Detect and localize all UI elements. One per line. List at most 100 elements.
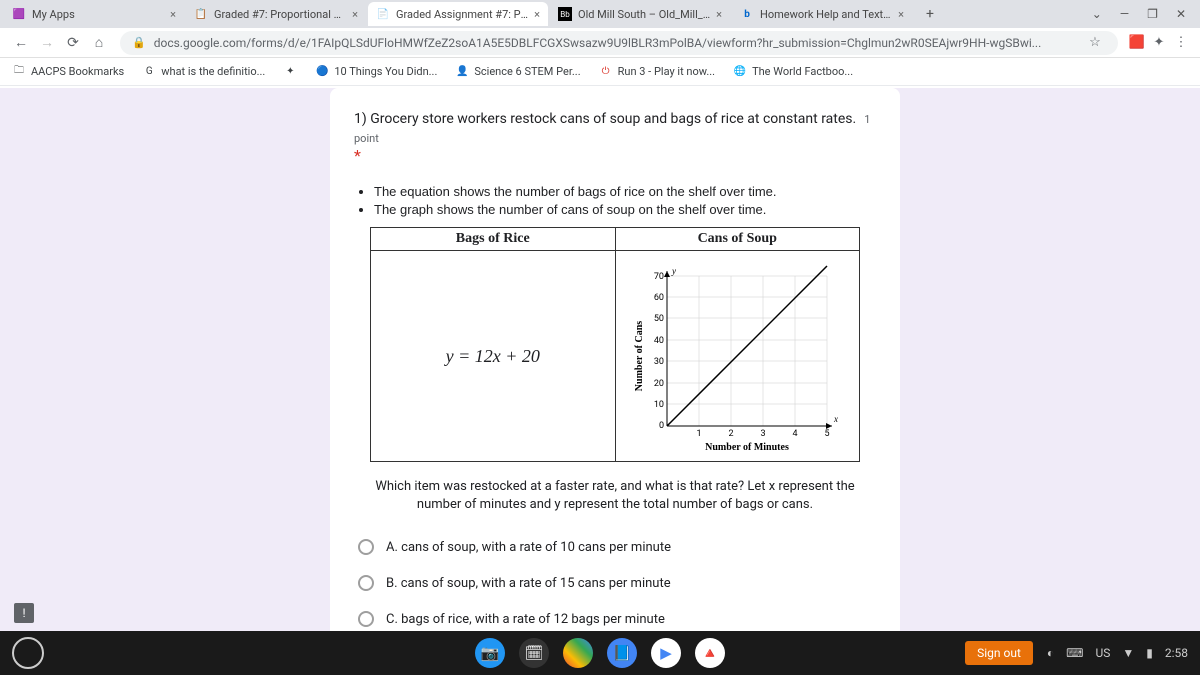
tab-close-4[interactable]: × bbox=[898, 8, 904, 21]
option-a[interactable]: A. cans of soup, with a rate of 10 cans … bbox=[354, 529, 876, 565]
bookmark-icon-1: G bbox=[142, 65, 156, 79]
tab-close-0[interactable]: × bbox=[170, 8, 176, 21]
tab-favicon-2: 📄 bbox=[376, 7, 390, 21]
chart-ylabel: Number of Cans bbox=[634, 321, 645, 391]
equation-text: y = 12x + 20 bbox=[446, 346, 540, 367]
svg-text:10: 10 bbox=[654, 400, 664, 410]
reload-button[interactable]: ⟳ bbox=[60, 35, 86, 51]
tab-close-2[interactable]: × bbox=[534, 8, 540, 21]
tab-0[interactable]: 🟪My Apps× bbox=[4, 2, 184, 26]
bookmark-label-0: AACPS Bookmarks bbox=[31, 65, 124, 78]
status-tray[interactable]: ◐ ⌨ US ▼ ▮ 2:58 bbox=[1047, 646, 1188, 660]
shelf-icon-4[interactable]: ▶ bbox=[651, 638, 681, 668]
chrome-icon[interactable] bbox=[563, 638, 593, 668]
new-tab-button[interactable]: + bbox=[920, 6, 940, 22]
bookmarks-bar: 🗀AACPS Bookmarks Gwhat is the definitio.… bbox=[0, 58, 1200, 86]
bookmark-1[interactable]: Gwhat is the definitio... bbox=[142, 65, 265, 79]
tab-favicon-1: 📋 bbox=[194, 7, 208, 21]
figure-header-right: Cans of Soup bbox=[616, 228, 860, 251]
bookmark-label-3: 10 Things You Didn... bbox=[334, 65, 437, 78]
shelf-tray: Sign out ◐ ⌨ US ▼ ▮ 2:58 bbox=[965, 641, 1188, 665]
bookmark-icon-3: 🔵 bbox=[315, 65, 329, 79]
tab-title-1: Graded #7: Proportional and n bbox=[214, 8, 346, 21]
menu-icon[interactable]: ⋮ bbox=[1170, 35, 1192, 50]
option-b-label: B. cans of soup, with a rate of 15 cans … bbox=[386, 576, 671, 591]
extensions-icon[interactable]: ✦ bbox=[1148, 35, 1170, 50]
bookmark-4[interactable]: 👤Science 6 STEM Per... bbox=[455, 65, 580, 79]
chart-xlabel: Number of Minutes bbox=[705, 442, 789, 453]
question-body: The equation shows the number of bags of… bbox=[354, 183, 876, 631]
language-indicator: US bbox=[1095, 646, 1110, 660]
bookmark-5[interactable]: ⏻Run 3 - Play it now... bbox=[599, 65, 715, 79]
svg-text:5: 5 bbox=[825, 429, 830, 439]
y-arrow bbox=[664, 271, 670, 277]
shelf-apps: 📷 🗓 📘 ▶ 🔺 bbox=[475, 638, 725, 668]
back-button[interactable]: ← bbox=[8, 34, 34, 51]
close-window-button[interactable]: ✕ bbox=[1176, 7, 1186, 21]
browser-toolbar: ← → ⟳ ⌂ 🔒 docs.google.com/forms/d/e/1FAI… bbox=[0, 28, 1200, 58]
question-title: 1) Grocery store workers restock cans of… bbox=[354, 111, 856, 127]
question-card: 1) Grocery store workers restock cans of… bbox=[330, 88, 900, 631]
tab-title-4: Homework Help and Textbook bbox=[760, 8, 892, 21]
bookmark-icon-2: ✦ bbox=[283, 65, 297, 79]
y-var-label: y bbox=[671, 266, 676, 276]
shelf-icon-0[interactable]: 📷 bbox=[475, 638, 505, 668]
option-b[interactable]: B. cans of soup, with a rate of 15 cans … bbox=[354, 565, 876, 601]
launcher-button[interactable] bbox=[12, 637, 44, 669]
svg-text:20: 20 bbox=[654, 379, 664, 389]
tab-4[interactable]: bHomework Help and Textbook× bbox=[732, 2, 912, 26]
report-problem-icon[interactable]: ! bbox=[14, 603, 34, 623]
tab-close-3[interactable]: × bbox=[716, 8, 722, 21]
forward-button[interactable]: → bbox=[34, 34, 60, 51]
figure-body-left: y = 12x + 20 bbox=[371, 251, 615, 461]
svg-text:50: 50 bbox=[654, 314, 664, 324]
y-tick-labels: 10 20 30 40 50 60 70 0 bbox=[654, 272, 664, 431]
address-bar[interactable]: 🔒 docs.google.com/forms/d/e/1FAIpQLSdUFl… bbox=[120, 31, 1118, 55]
bookmark-6[interactable]: 🌐The World Factboo... bbox=[733, 65, 853, 79]
bookmark-label-4: Science 6 STEM Per... bbox=[474, 65, 580, 78]
bookmark-3[interactable]: 🔵 10 Things You Didn... bbox=[315, 65, 437, 79]
radio-a[interactable] bbox=[358, 539, 374, 555]
home-button[interactable]: ⌂ bbox=[86, 34, 112, 51]
bookmark-2[interactable]: ✦ bbox=[283, 65, 297, 79]
shelf-icon-1[interactable]: 🗓 bbox=[519, 638, 549, 668]
svg-text:60: 60 bbox=[654, 293, 664, 303]
option-c[interactable]: C. bags of rice, with a rate of 12 bags … bbox=[354, 601, 876, 631]
star-icon[interactable]: ☆ bbox=[1084, 35, 1106, 50]
tab-3[interactable]: BbOld Mill South – Old_Mill_Sout× bbox=[550, 2, 730, 26]
tab-title-2: Graded Assignment #7: Propo bbox=[396, 8, 528, 21]
radio-c[interactable] bbox=[358, 611, 374, 627]
question-figure: Bags of Rice y = 12x + 20 Cans of Soup N… bbox=[370, 227, 860, 462]
question-title-row: 1) Grocery store workers restock cans of… bbox=[354, 108, 876, 165]
svg-text:0: 0 bbox=[659, 421, 664, 431]
tab-1[interactable]: 📋 Graded #7: Proportional and n × bbox=[186, 2, 366, 26]
question-bullet-1: The graph shows the number of cans of so… bbox=[374, 201, 876, 219]
svg-text:3: 3 bbox=[761, 429, 766, 439]
options-group: A. cans of soup, with a rate of 10 cans … bbox=[354, 529, 876, 631]
x-tick-labels: 1 2 3 4 5 bbox=[697, 429, 830, 439]
bookmark-icon-6: 🌐 bbox=[733, 65, 747, 79]
tab-title-3: Old Mill South – Old_Mill_Sout bbox=[578, 8, 710, 21]
bookmark-0[interactable]: 🗀AACPS Bookmarks bbox=[12, 65, 124, 79]
svg-text:1: 1 bbox=[697, 429, 702, 439]
figure-col-left: Bags of Rice y = 12x + 20 bbox=[371, 228, 616, 461]
drive-icon[interactable]: 🔺 bbox=[695, 638, 725, 668]
chevron-down-icon[interactable]: ⌄ bbox=[1092, 7, 1102, 21]
tab-close-1[interactable]: × bbox=[352, 8, 358, 21]
shield-icon[interactable]: 🟥 bbox=[1126, 35, 1148, 50]
minimize-button[interactable]: — bbox=[1120, 7, 1129, 21]
shelf-icon-3[interactable]: 📘 bbox=[607, 638, 637, 668]
radio-b[interactable] bbox=[358, 575, 374, 591]
accessibility-icon: ◐ bbox=[1047, 646, 1054, 660]
maximize-button[interactable]: ❐ bbox=[1147, 7, 1158, 21]
tab-favicon-0: 🟪 bbox=[12, 7, 26, 21]
option-a-label: A. cans of soup, with a rate of 10 cans … bbox=[386, 540, 671, 555]
svg-text:30: 30 bbox=[654, 357, 664, 367]
required-asterisk: * bbox=[354, 146, 361, 165]
bookmark-label-1: what is the definitio... bbox=[161, 65, 265, 78]
signout-button[interactable]: Sign out bbox=[965, 641, 1033, 665]
figure-header-left: Bags of Rice bbox=[371, 228, 615, 251]
question-bullet-0: The equation shows the number of bags of… bbox=[374, 183, 876, 201]
option-c-label: C. bags of rice, with a rate of 12 bags … bbox=[386, 612, 665, 627]
tab-2[interactable]: 📄 Graded Assignment #7: Propo × bbox=[368, 2, 548, 26]
